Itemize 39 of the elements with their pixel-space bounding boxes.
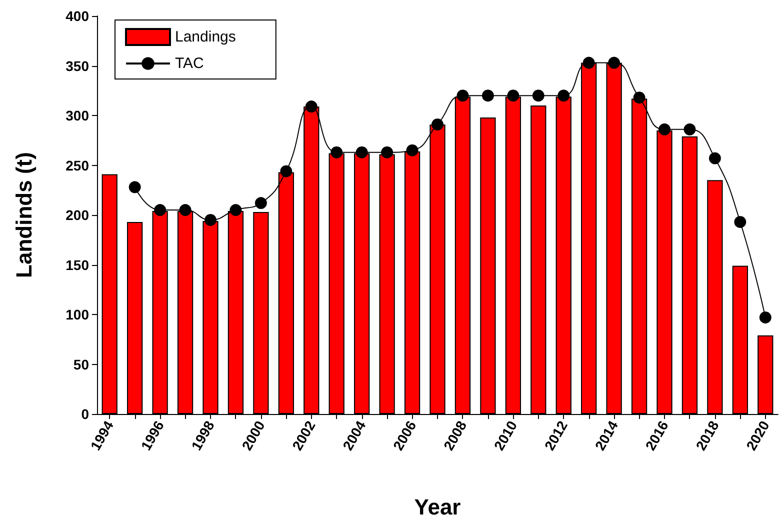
- y-tick-label: 400: [66, 8, 90, 24]
- point: [558, 90, 570, 102]
- point: [204, 214, 216, 226]
- y-axis-title: Landinds (t): [12, 152, 36, 278]
- point: [280, 165, 292, 178]
- point: [406, 144, 418, 156]
- y-tick-label: 50: [73, 356, 90, 372]
- y-tick-label: 300: [66, 108, 90, 124]
- point: [432, 118, 444, 130]
- point: [633, 92, 646, 104]
- point: [482, 90, 494, 102]
- point: [356, 146, 368, 158]
- y-tick-label: 150: [66, 256, 90, 273]
- point: [582, 56, 595, 69]
- point: [658, 123, 670, 136]
- point: [608, 56, 620, 69]
- y-tick-label: 250: [66, 157, 90, 174]
- legend-label: TAC: [175, 55, 204, 72]
- point: [305, 100, 318, 113]
- point: [179, 204, 192, 216]
- point: [381, 146, 394, 158]
- y-tick-label: 200: [66, 207, 90, 223]
- y-tick-label: 100: [66, 306, 90, 322]
- legend-label: Landings: [175, 28, 236, 46]
- x-axis-title: Year: [414, 494, 462, 520]
- point: [230, 204, 242, 216]
- point: [456, 90, 469, 102]
- y-tick-label: 350: [66, 58, 90, 74]
- point: [254, 197, 267, 210]
- point: [128, 181, 141, 194]
- y-tick-label: 0: [81, 406, 90, 422]
- point: [708, 152, 721, 164]
- point: [330, 146, 343, 158]
- point: [154, 204, 166, 216]
- point: [532, 90, 544, 102]
- point: [734, 216, 746, 228]
- point: [507, 90, 520, 102]
- point: [759, 311, 772, 324]
- point: [684, 123, 696, 136]
